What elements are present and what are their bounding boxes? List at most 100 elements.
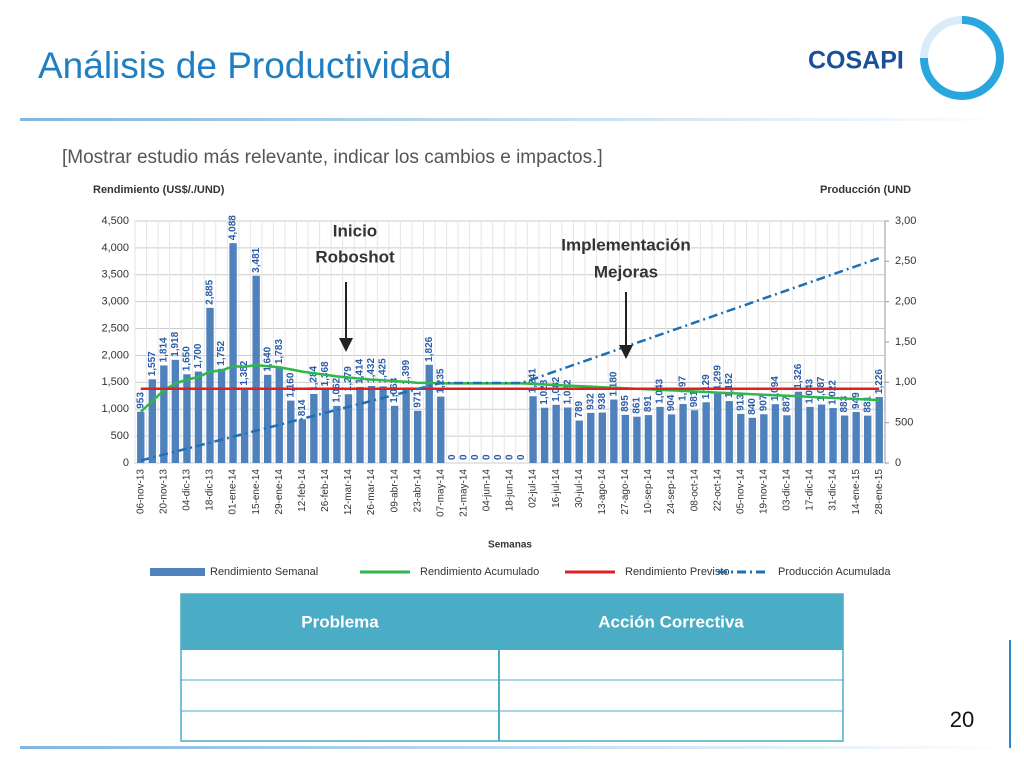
value-label: 1,028 — [539, 379, 550, 404]
annotation-arrowhead — [339, 338, 353, 352]
bar — [390, 405, 399, 463]
bar — [714, 393, 722, 463]
x-tick-label: 14-ene-15 — [851, 469, 862, 515]
value-label: 1,826 — [424, 336, 435, 361]
annotation: Inicio — [333, 221, 377, 240]
bar — [240, 388, 249, 463]
bar — [333, 405, 341, 463]
y2-tick-label: 2,50 — [895, 255, 916, 267]
bar — [656, 406, 664, 463]
x-tick-label: 28-ene-15 — [874, 469, 885, 515]
legend: Rendimiento Semanal Rendimiento Acumulado… — [150, 566, 891, 578]
value-label: 1,425 — [378, 358, 389, 383]
x-tick-label: 31-dic-14 — [828, 469, 839, 511]
bar — [217, 368, 226, 463]
y-tick-label: 2,500 — [101, 322, 129, 334]
bar — [367, 385, 376, 463]
line — [140, 256, 880, 462]
value-label: 932 — [585, 393, 596, 410]
value-label: 1,414 — [355, 358, 366, 383]
bar — [321, 389, 330, 463]
bar — [356, 386, 364, 463]
x-tick-label: 12-feb-14 — [297, 469, 308, 512]
value-label: 953 — [135, 392, 146, 409]
x-tick-label: 18-dic-13 — [205, 469, 216, 511]
bar — [864, 415, 872, 463]
x-tick-label: 26-feb-14 — [320, 469, 331, 512]
annotation-arrowhead — [619, 345, 633, 359]
value-label: 883 — [839, 395, 850, 412]
bar — [633, 416, 641, 463]
bar — [137, 411, 145, 463]
x-tick-label: 23-abr-14 — [412, 469, 423, 513]
value-label: 1,650 — [182, 346, 193, 371]
bar — [344, 394, 353, 463]
x-tick-label: 08-oct-14 — [689, 469, 700, 512]
x-tick-label: 30-jul-14 — [574, 469, 585, 508]
value-label: 881 — [862, 395, 873, 412]
table-header-cell: Problema — [301, 612, 379, 631]
x-tick-label: 24-sep-14 — [666, 469, 677, 514]
y2-tick-label: 1,00 — [895, 376, 916, 388]
header-rule — [20, 118, 1010, 121]
bar — [379, 386, 387, 463]
x-tick-label: 05-nov-14 — [735, 469, 746, 514]
bar — [794, 391, 803, 463]
value-label: 1,180 — [608, 371, 619, 396]
value-label: 1,129 — [701, 374, 712, 399]
value-label: 0 — [447, 454, 458, 460]
value-label: 1,043 — [655, 378, 666, 403]
x-tick-label: 12-mar-14 — [343, 469, 354, 516]
bar — [644, 415, 653, 463]
value-label: 1,814 — [158, 337, 169, 362]
value-label: 1,752 — [216, 340, 227, 365]
y-tick-label: 0 — [123, 457, 129, 469]
bar — [725, 401, 733, 463]
bar — [148, 379, 156, 463]
y2-tick-label: 500 — [895, 417, 913, 429]
x-tick-label: 26-mar-14 — [366, 469, 377, 516]
bar — [748, 417, 756, 463]
value-label: 0 — [470, 454, 481, 460]
y-tick-label: 2,000 — [101, 349, 129, 361]
bar — [771, 404, 780, 463]
x-tick-label: 03-dic-14 — [782, 469, 793, 511]
bar — [552, 404, 560, 463]
value-label: 1,062 — [332, 377, 343, 402]
annotation: Roboshot — [315, 247, 395, 266]
x-tick-label: 18-jun-14 — [505, 469, 516, 512]
y2-tick-label: 0 — [895, 457, 901, 469]
bar — [875, 397, 883, 463]
bar — [252, 275, 260, 463]
x-tick-label: 20-nov-13 — [158, 469, 169, 514]
value-label: 0 — [493, 454, 504, 460]
value-label: 789 — [574, 400, 585, 417]
bar — [206, 307, 214, 463]
bar — [229, 243, 237, 463]
value-label: 1,399 — [401, 359, 412, 384]
legend-swatch — [150, 568, 205, 576]
bar — [425, 364, 433, 463]
bar — [264, 374, 272, 463]
value-label: 895 — [620, 395, 631, 412]
bar — [414, 410, 422, 463]
x-tick-label: 10-sep-14 — [643, 469, 654, 514]
x-tick-label: 04-dic-13 — [182, 469, 193, 511]
value-label: 840 — [747, 398, 758, 415]
bar — [575, 420, 583, 463]
value-label: 0 — [505, 454, 516, 460]
bar — [783, 415, 791, 463]
value-label: 2,885 — [205, 279, 216, 304]
value-label: 949 — [851, 392, 862, 409]
value-label: 1,382 — [239, 360, 250, 385]
x-tick-label: 07-may-14 — [435, 469, 446, 517]
value-label: 1,918 — [170, 331, 181, 356]
bar — [690, 410, 699, 463]
x-tick-label: 21-may-14 — [458, 469, 469, 517]
value-label: 1,043 — [805, 378, 816, 403]
value-label: 971 — [412, 391, 423, 408]
bar — [667, 414, 676, 463]
value-label: 0 — [482, 454, 493, 460]
legend-label: Rendimiento Previsto — [625, 566, 730, 578]
